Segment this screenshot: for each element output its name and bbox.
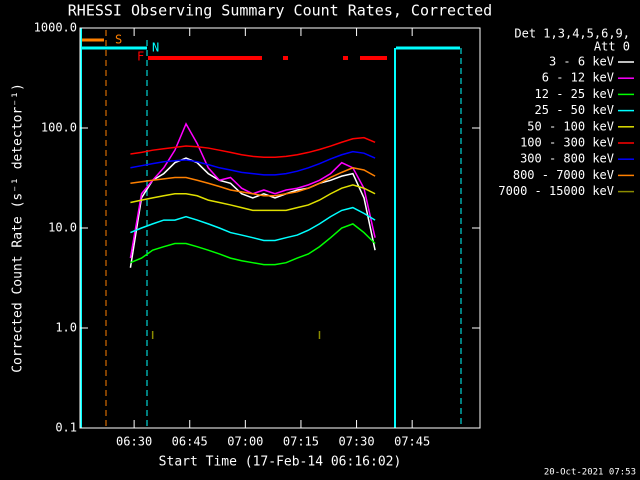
annotation: N	[152, 41, 159, 55]
y-tick-label: 0.1	[55, 421, 77, 435]
x-tick-label: 06:45	[172, 435, 208, 449]
legend-label: 50 - 100 keV	[527, 119, 614, 133]
series-line	[130, 167, 376, 197]
series-line	[130, 206, 376, 242]
series-line	[129, 157, 376, 268]
x-tick-label: 07:30	[338, 435, 374, 449]
x-tick-label: 06:30	[116, 435, 152, 449]
series-line	[130, 223, 376, 266]
annotation: F	[137, 50, 144, 64]
series-line	[151, 331, 321, 340]
y-axis-label: Corrected Count Rate (s⁻¹ detector⁻¹)	[11, 83, 26, 373]
y-tick-label: 1000.0	[34, 21, 77, 35]
legend-label: 25 - 50 keV	[535, 103, 614, 117]
annotation: S	[115, 33, 122, 47]
x-axis-label: Start Time (17-Feb-14 06:16:02)	[159, 455, 402, 470]
legend-label: 300 - 800 keV	[520, 152, 614, 166]
legend-header: Det 1,3,4,5,6,9,	[514, 27, 630, 41]
x-tick-label: 07:45	[394, 435, 430, 449]
legend-label: 6 - 12 keV	[542, 71, 614, 85]
series-line	[130, 150, 376, 176]
x-tick-label: 07:15	[283, 435, 319, 449]
legend-label: 7000 - 15000 keV	[498, 184, 614, 198]
legend-label: 100 - 300 keV	[520, 136, 614, 150]
footer: 20-Oct-2021 07:53	[544, 468, 636, 478]
state-flags	[80, 28, 462, 428]
y-tick-label: 100.0	[41, 121, 77, 135]
legend-label: 800 - 7000 keV	[513, 168, 614, 182]
legend-header: Att 0	[594, 40, 630, 54]
x-tick-label: 07:00	[227, 435, 263, 449]
chart-title: RHESSI Observing Summary Count Rates, Co…	[68, 2, 492, 20]
series-line	[130, 136, 376, 158]
y-tick-label: 1.0	[55, 321, 77, 335]
legend-label: 3 - 6 keV	[549, 55, 614, 69]
y-tick-label: 10.0	[48, 221, 77, 235]
series-line	[130, 184, 376, 212]
legend-label: 12 - 25 keV	[535, 87, 614, 101]
